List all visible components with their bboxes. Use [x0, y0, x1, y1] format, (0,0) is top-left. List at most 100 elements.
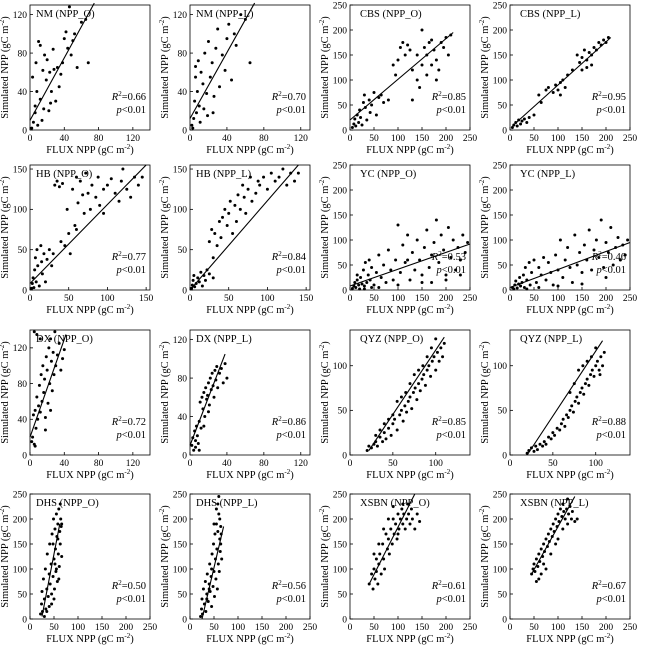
data-point: [220, 53, 224, 57]
data-point: [84, 171, 88, 175]
x-tick-label: 250: [623, 623, 638, 633]
data-point: [361, 268, 365, 272]
y-tick-label: 50: [338, 407, 348, 417]
data-point: [558, 428, 562, 432]
x-tick-label: 0: [348, 134, 353, 144]
x-tick-label: 50: [388, 459, 398, 469]
data-point: [435, 350, 439, 354]
data-point: [415, 512, 419, 516]
data-point: [269, 171, 273, 175]
data-point: [250, 199, 254, 203]
x-tick-label: 0: [188, 459, 193, 469]
data-point: [136, 183, 140, 187]
data-point: [47, 109, 51, 113]
data-point: [587, 51, 591, 54]
data-point: [239, 13, 243, 17]
data-point: [410, 251, 414, 254]
x-tick-label: 200: [599, 294, 614, 304]
p-value-label: p<0.01: [595, 105, 626, 116]
data-point: [44, 607, 48, 611]
data-point: [71, 187, 75, 191]
data-point: [546, 532, 550, 536]
data-point: [207, 272, 211, 276]
data-point: [534, 580, 538, 583]
data-point: [374, 433, 378, 437]
data-point: [539, 547, 543, 551]
data-point: [420, 377, 424, 381]
data-point: [580, 56, 584, 59]
data-point: [590, 268, 594, 272]
data-point: [197, 448, 201, 452]
data-point: [541, 444, 545, 448]
data-point: [563, 517, 567, 521]
data-point: [397, 527, 401, 531]
x-tick-label: 200: [119, 623, 134, 633]
data-point: [206, 40, 210, 44]
data-point: [410, 517, 414, 521]
data-point: [422, 46, 426, 49]
data-point: [117, 199, 121, 203]
data-point: [39, 373, 43, 377]
data-point: [58, 502, 62, 506]
x-axis-label: FLUX NPP (gC m-2): [366, 303, 454, 316]
data-point: [35, 332, 39, 336]
data-point: [542, 256, 546, 259]
data-point: [616, 236, 620, 239]
data-point: [35, 90, 39, 94]
data-point: [55, 179, 59, 183]
data-point: [382, 101, 386, 104]
data-point: [94, 195, 98, 199]
y-axis-label: Simulated NPP (gC m-2): [478, 176, 491, 279]
x-tick-label: 40: [222, 459, 232, 469]
x-tick-label: 100: [551, 294, 566, 304]
data-point: [359, 276, 363, 279]
data-point: [420, 273, 424, 277]
data-point: [213, 368, 217, 372]
data-point: [561, 502, 565, 506]
x-axis-label: FLUX NPP (gC m-2): [206, 632, 294, 645]
panel-title: NM (NPP_O): [36, 9, 95, 20]
data-point: [56, 552, 60, 556]
data-point: [54, 567, 58, 571]
data-point: [57, 507, 61, 511]
data-point: [413, 268, 417, 272]
data-point: [206, 393, 210, 397]
plot-frame: [189, 4, 311, 131]
data-point: [515, 286, 519, 290]
data-point: [354, 124, 358, 128]
data-point: [296, 171, 300, 175]
data-point: [393, 417, 397, 421]
x-tick-label: 0: [348, 459, 353, 469]
plot-frame: [189, 164, 311, 291]
y-tick-label: 100: [333, 565, 348, 575]
panel-title: CBS (NPP_O): [360, 9, 422, 20]
data-point: [577, 401, 581, 405]
x-tick-label: 0: [28, 134, 33, 144]
data-point: [398, 46, 402, 49]
x-axis-label: FLUX NPP (gC m-2): [366, 632, 454, 645]
data-point: [43, 377, 47, 381]
data-point: [381, 542, 385, 546]
y-tick-label: 250: [493, 490, 508, 500]
regression-line: [201, 526, 225, 620]
data-point: [30, 440, 34, 444]
data-point: [52, 517, 56, 521]
data-point: [54, 570, 58, 573]
data-point: [557, 520, 561, 523]
data-point: [73, 223, 77, 227]
data-point: [430, 359, 434, 363]
data-point: [370, 286, 374, 289]
data-point: [119, 179, 123, 183]
panel-13: 0 50 100 150 200 250 0 50 100 150 200 250 DHS (NPP_O…: [0, 490, 157, 645]
y-tick-label: 50: [498, 261, 508, 271]
data-point: [361, 101, 365, 104]
data-point: [212, 542, 216, 546]
data-point: [36, 264, 40, 268]
x-tick-label: 100: [391, 134, 406, 144]
data-point: [68, 252, 72, 256]
data-point: [394, 73, 398, 77]
r-squared-label: R2=0.50: [111, 579, 146, 592]
data-point: [218, 85, 222, 89]
data-point: [549, 527, 553, 531]
y-tick-label: 200: [333, 26, 348, 36]
